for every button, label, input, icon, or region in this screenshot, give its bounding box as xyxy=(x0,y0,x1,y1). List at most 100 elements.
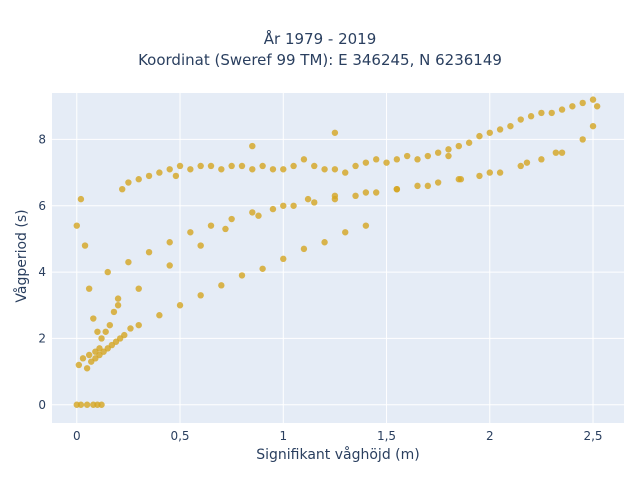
data-point xyxy=(259,162,266,170)
data-point xyxy=(352,162,359,170)
data-point xyxy=(75,361,83,369)
data-point xyxy=(156,169,163,176)
data-point xyxy=(457,176,465,183)
data-point xyxy=(269,205,277,213)
data-point xyxy=(558,106,566,113)
data-point xyxy=(362,159,370,166)
data-point xyxy=(496,169,504,176)
data-point xyxy=(98,401,105,408)
data-point xyxy=(593,103,601,110)
data-point xyxy=(102,328,109,335)
plot-area xyxy=(52,93,624,423)
data-point xyxy=(321,166,328,173)
data-point xyxy=(77,195,85,203)
data-point xyxy=(249,209,256,216)
data-point xyxy=(187,166,194,173)
data-point xyxy=(255,212,262,219)
data-point xyxy=(187,229,194,236)
data-point xyxy=(197,242,204,249)
data-point xyxy=(135,321,142,329)
data-point xyxy=(373,189,380,196)
data-point xyxy=(331,192,339,200)
data-point xyxy=(166,166,173,173)
data-point xyxy=(135,285,142,292)
data-point xyxy=(445,146,452,153)
y-axis-label: Vågperiod (s) xyxy=(14,209,30,303)
y-tick-label: 0 xyxy=(38,398,46,412)
data-point xyxy=(114,295,122,302)
data-point xyxy=(83,365,91,372)
data-point xyxy=(269,166,277,173)
data-point xyxy=(176,162,184,170)
data-point xyxy=(106,321,114,329)
data-point xyxy=(393,185,401,193)
data-point xyxy=(83,401,91,408)
data-point xyxy=(476,132,483,140)
data-point xyxy=(280,166,287,173)
data-point xyxy=(238,272,246,279)
data-point xyxy=(79,355,87,362)
data-point xyxy=(362,222,370,229)
y-tick-label: 2 xyxy=(38,331,46,345)
data-point xyxy=(517,116,524,123)
x-tick-label: 0,5 xyxy=(170,429,189,443)
data-point xyxy=(589,122,597,130)
data-point xyxy=(579,136,586,143)
data-point xyxy=(362,189,370,196)
x-tick-label: 0 xyxy=(73,429,81,443)
data-point xyxy=(207,162,215,170)
data-point xyxy=(77,401,85,408)
grid-lines xyxy=(52,93,624,423)
data-point xyxy=(342,169,349,176)
data-point xyxy=(218,166,225,173)
x-tick-label: 2 xyxy=(486,429,494,443)
data-point xyxy=(156,312,163,319)
data-point xyxy=(579,99,586,107)
data-point xyxy=(290,162,297,170)
y-tick-label: 6 xyxy=(38,199,46,213)
data-point xyxy=(145,172,153,180)
data-point xyxy=(455,142,463,150)
data-point xyxy=(238,162,246,170)
data-point xyxy=(119,185,126,193)
data-point xyxy=(290,202,297,209)
y-tick-label: 4 xyxy=(38,265,46,279)
data-point xyxy=(81,242,89,249)
data-point xyxy=(90,315,97,322)
data-point xyxy=(569,103,576,110)
data-point xyxy=(127,325,134,332)
data-point xyxy=(222,225,229,233)
data-point xyxy=(197,292,204,299)
data-point xyxy=(249,142,256,150)
data-point xyxy=(507,122,514,130)
x-tick-label: 2,5 xyxy=(583,429,602,443)
data-point xyxy=(311,162,318,170)
data-point xyxy=(414,182,421,190)
data-point xyxy=(311,199,318,206)
data-point xyxy=(145,248,153,256)
data-point xyxy=(218,282,225,289)
data-point xyxy=(538,109,545,117)
data-point xyxy=(249,166,256,173)
data-point xyxy=(558,149,566,156)
data-point xyxy=(403,152,411,160)
y-tick-label: 8 xyxy=(38,132,46,146)
data-point xyxy=(280,255,287,263)
chart-title: År 1979 - 2019 xyxy=(263,30,377,48)
data-point xyxy=(342,229,349,236)
data-point xyxy=(259,265,266,272)
x-tick-label: 1,5 xyxy=(377,429,396,443)
data-point xyxy=(352,192,359,200)
data-point xyxy=(465,139,473,146)
data-point xyxy=(166,262,173,269)
x-tick-label: 1 xyxy=(279,429,287,443)
data-point xyxy=(228,162,235,170)
data-point xyxy=(552,149,560,156)
data-point xyxy=(98,335,105,342)
data-point xyxy=(300,156,308,163)
data-point xyxy=(300,245,308,253)
data-point xyxy=(228,215,235,223)
data-point xyxy=(424,182,432,190)
data-point xyxy=(172,172,180,180)
